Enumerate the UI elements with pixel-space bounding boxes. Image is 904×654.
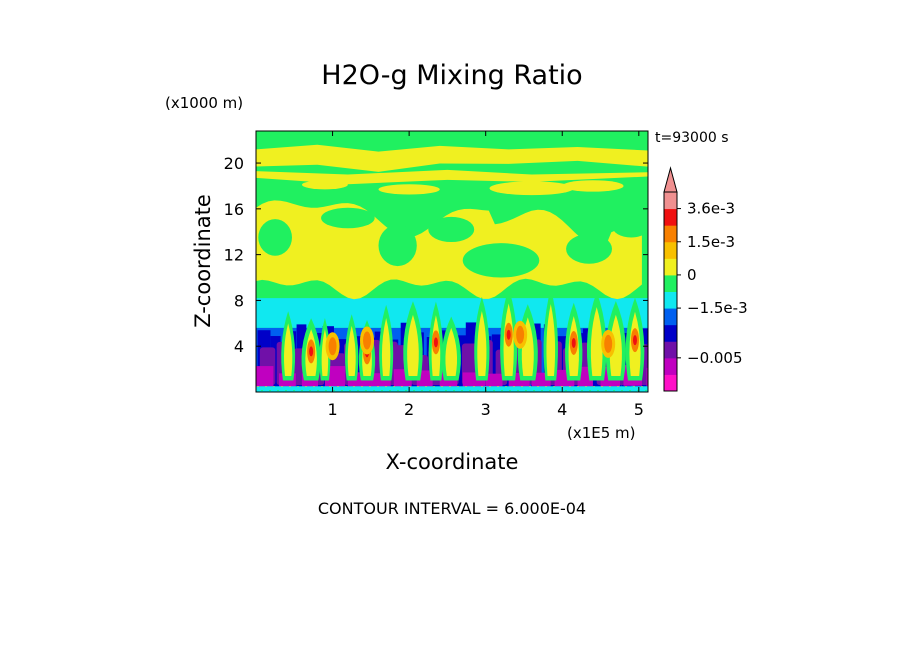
- y-axis: 4 8 12 16 20: [224, 154, 648, 356]
- plume-yellow-0: [283, 323, 293, 376]
- colorbar-extend-max: [663, 166, 678, 193]
- plume-yellow-5: [381, 317, 391, 376]
- colorbar-label-0: 3.6e-3: [687, 200, 735, 218]
- green-hole-1: [321, 207, 375, 229]
- colorbar-swatch-2: [664, 341, 677, 359]
- blue-column: [648, 335, 665, 389]
- plume-yellow-6: [407, 314, 419, 376]
- strong-core-inner-0: [363, 331, 372, 350]
- colorbar-label-4: −0.005: [687, 349, 743, 367]
- x-axis: 1 2 3 4 5: [327, 131, 644, 419]
- colorbar-swatch-9: [664, 225, 677, 243]
- colorbar-swatch-4: [664, 308, 677, 326]
- plume-core-red-10: [506, 329, 511, 340]
- blue-column: [270, 336, 281, 389]
- magenta-base: [256, 366, 274, 387]
- x-tick-label-2: 2: [404, 400, 414, 419]
- x-tick-label-3: 3: [481, 400, 491, 419]
- magenta-base: [324, 366, 346, 387]
- plume-yellow-15: [609, 314, 622, 376]
- green-hole-2: [378, 224, 417, 267]
- colorbar: 3.6e-3 1.5e-3 0 −1.5e-3 −0.005: [663, 166, 748, 392]
- time-label: t=93000 s: [655, 130, 729, 146]
- yellow-band-upper-1: [256, 169, 648, 185]
- x-tick-label-5: 5: [634, 400, 644, 419]
- plume-yellow-9: [477, 311, 487, 376]
- colorbar-swatch-7: [664, 258, 677, 276]
- y-tick-label-12: 12: [224, 246, 244, 265]
- colorbar-swatch-3: [664, 324, 677, 342]
- y-tick-label-16: 16: [224, 200, 244, 219]
- plume-core-red-13: [571, 337, 576, 348]
- plume-yellow-3: [347, 325, 356, 376]
- yellow-band-upper-0: [256, 144, 648, 172]
- yellow-patch-1: [562, 180, 624, 192]
- green-hole-6: [612, 214, 648, 238]
- contour-interval-note: CONTOUR INTERVAL = 6.000E-04: [318, 499, 586, 518]
- colorbar-swatch-5: [664, 291, 677, 309]
- x-axis-label: X-coordinate: [386, 450, 519, 474]
- green-hole-0: [258, 219, 292, 256]
- yellow-patch-3: [378, 184, 440, 195]
- green-hole-5: [566, 234, 613, 264]
- strong-core-inner-2: [604, 334, 613, 353]
- strong-core-inner-3: [328, 337, 337, 356]
- plume-yellow-14: [590, 307, 603, 376]
- yellow-patch-0: [489, 181, 574, 196]
- green-hole-3: [428, 216, 475, 243]
- plume-yellow-8: [445, 327, 458, 376]
- colorbar-swatch-8: [664, 241, 677, 259]
- colorbar-label-1: 1.5e-3: [687, 233, 735, 251]
- y-tick-label-8: 8: [234, 291, 244, 310]
- colorbar-swatch-11: [664, 192, 677, 210]
- colorbar-swatch-6: [664, 274, 677, 292]
- colorbar-label-2: 0: [687, 266, 697, 284]
- green-hole-4: [462, 243, 540, 278]
- y-tick-label-20: 20: [224, 154, 244, 173]
- colorbar-swatch-1: [664, 357, 677, 375]
- x-tick-label-1: 1: [327, 400, 337, 419]
- plume-core-red-16: [632, 335, 637, 346]
- colorbar-swatch-0: [664, 374, 677, 392]
- colorbar-frame: [663, 191, 678, 392]
- magenta-base: [646, 367, 648, 389]
- purple-cell: [647, 342, 648, 385]
- chart-title: H2O-g Mixing Ratio: [321, 60, 582, 91]
- plume-core-red-7: [433, 337, 438, 348]
- plume-yellow-12: [546, 304, 556, 376]
- contour-field: [256, 131, 665, 392]
- strong-core-inner-1: [516, 325, 525, 344]
- y-tick-label-4: 4: [234, 337, 244, 356]
- plume-core-red-1: [309, 346, 314, 357]
- x-scale-label: (x1E5 m): [567, 424, 636, 442]
- speckle-bottom: [256, 386, 648, 392]
- yellow-patch-2: [301, 180, 348, 190]
- y-scale-label: (x1000 m): [165, 94, 243, 112]
- colorbar-swatch-10: [664, 208, 677, 226]
- colorbar-label-3: −1.5e-3: [687, 299, 748, 317]
- x-tick-label-4: 4: [557, 400, 567, 419]
- y-axis-label: Z-coordinate: [191, 194, 215, 328]
- plot-frame: [255, 130, 649, 393]
